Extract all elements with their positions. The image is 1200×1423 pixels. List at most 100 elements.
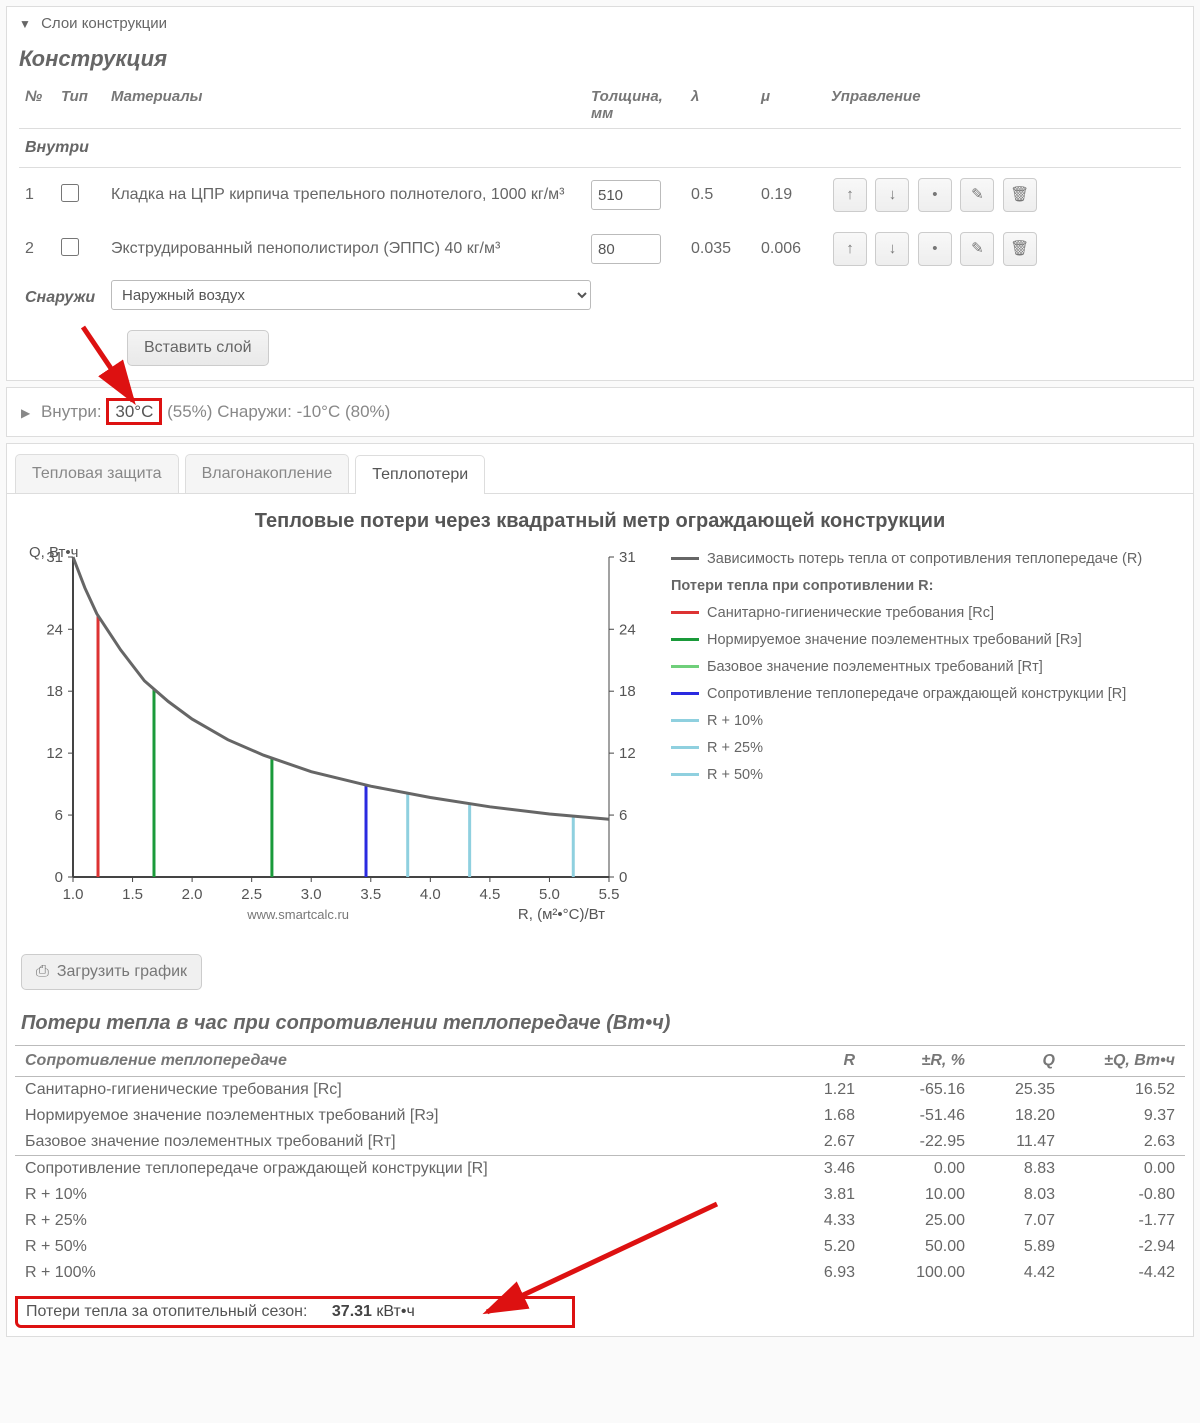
- svg-text:12: 12: [46, 745, 63, 762]
- results-table: Сопротивление теплопередаче R ±R, % Q ±Q…: [15, 1045, 1185, 1286]
- download-chart-button[interactable]: ⎙ Загрузить график: [21, 954, 202, 990]
- row-checkbox[interactable]: [61, 238, 79, 256]
- svg-text:18: 18: [46, 683, 63, 700]
- cell-dr: 10.00: [865, 1182, 975, 1208]
- legend-subheading: Потери тепла при сопротивлении R:: [671, 576, 1175, 597]
- results-row: Нормируемое значение поэлементных требов…: [15, 1103, 1185, 1129]
- tab-heat-loss[interactable]: Теплопотери: [355, 455, 485, 494]
- layers-panel: ▼ Слои конструкции Конструкция № Тип Мат…: [6, 6, 1194, 381]
- inside-label: Внутри: [19, 129, 1181, 168]
- results-row: R + 50%5.2050.005.89-2.94: [15, 1234, 1185, 1260]
- construction-heading: Конструкция: [7, 40, 1193, 82]
- col-dq: ±Q, Вт•ч: [1065, 1046, 1185, 1077]
- mark-button[interactable]: •: [918, 178, 952, 212]
- legend-label: Нормируемое значение поэлементных требов…: [707, 630, 1082, 651]
- move-down-button[interactable]: ↓: [875, 178, 909, 212]
- col-no: №: [19, 82, 55, 129]
- cell-dq: -4.42: [1065, 1260, 1185, 1286]
- row-no: 1: [19, 168, 55, 223]
- cell-dr: 50.00: [865, 1234, 975, 1260]
- svg-text:1.0: 1.0: [63, 886, 84, 903]
- cell-name: Базовое значение поэлементных требований…: [15, 1129, 775, 1156]
- move-up-button[interactable]: ↑: [833, 178, 867, 212]
- row-checkbox[interactable]: [61, 184, 79, 202]
- row-material: Экструдированный пенополистирол (ЭППС) 4…: [105, 222, 585, 276]
- svg-text:4.0: 4.0: [420, 886, 441, 903]
- layer-row: 1 Кладка на ЦПР кирпича трепельного полн…: [19, 168, 1181, 223]
- cell-dr: 100.00: [865, 1260, 975, 1286]
- outside-select[interactable]: Наружный воздух: [111, 280, 591, 310]
- svg-text:18: 18: [619, 683, 636, 700]
- cell-dr: 0.00: [865, 1156, 975, 1183]
- inside-humidity: (55%): [167, 402, 212, 421]
- delete-button[interactable]: 🗑: [1003, 178, 1037, 212]
- legend-swatch: [671, 665, 699, 668]
- thickness-input[interactable]: [591, 180, 661, 210]
- move-up-button[interactable]: ↑: [833, 232, 867, 266]
- insert-layer-button[interactable]: Вставить слой: [127, 330, 269, 366]
- row-lambda: 0.5: [685, 168, 755, 223]
- svg-text:5.0: 5.0: [539, 886, 560, 903]
- svg-text:31: 31: [619, 549, 636, 566]
- col-r: R: [775, 1046, 865, 1077]
- cell-r: 6.93: [775, 1260, 865, 1286]
- col-name: Сопротивление теплопередаче: [15, 1046, 775, 1077]
- cell-name: R + 50%: [15, 1234, 775, 1260]
- heat-loss-chart: Q, Вт•ч006612121818242431311.01.52.02.53…: [17, 543, 657, 933]
- tab-thermal-protection[interactable]: Тепловая защита: [15, 454, 179, 493]
- cell-name: Сопротивление теплопередаче ограждающей …: [15, 1156, 775, 1183]
- cell-dr: 25.00: [865, 1208, 975, 1234]
- svg-text:31: 31: [46, 549, 63, 566]
- season-label: Потери тепла за отопительный сезон:: [26, 1303, 307, 1320]
- col-dr: ±R, %: [865, 1046, 975, 1077]
- edit-button[interactable]: ✎: [960, 232, 994, 266]
- svg-text:R, (м²•°С)/Вт: R, (м²•°С)/Вт: [518, 906, 605, 923]
- layers-panel-title: Слои конструкции: [41, 15, 167, 32]
- row-no: 2: [19, 222, 55, 276]
- cell-q: 11.47: [975, 1129, 1065, 1156]
- svg-text:6: 6: [619, 807, 627, 824]
- cell-q: 18.20: [975, 1103, 1065, 1129]
- svg-text:0: 0: [619, 869, 627, 886]
- legend-label: Зависимость потерь тепла от сопротивлени…: [707, 549, 1142, 570]
- cell-q: 4.42: [975, 1260, 1065, 1286]
- edit-button[interactable]: ✎: [960, 178, 994, 212]
- row-lambda: 0.035: [685, 222, 755, 276]
- results-panel: Тепловая защита Влагонакопление Теплопот…: [6, 443, 1194, 1337]
- layers-panel-header[interactable]: ▼ Слои конструкции: [7, 7, 1193, 40]
- legend-label: Санитарно-гигиенические требования [Rс]: [707, 603, 994, 624]
- legend-swatch: [671, 557, 699, 560]
- results-row: Базовое значение поэлементных требований…: [15, 1129, 1185, 1156]
- caret-right-icon: ▶: [21, 406, 30, 420]
- legend-label: Сопротивление теплопередаче ограждающей …: [707, 684, 1126, 705]
- cell-q: 8.03: [975, 1182, 1065, 1208]
- cell-name: R + 100%: [15, 1260, 775, 1286]
- thickness-input[interactable]: [591, 234, 661, 264]
- mark-button[interactable]: •: [918, 232, 952, 266]
- cell-q: 7.07: [975, 1208, 1065, 1234]
- move-down-button[interactable]: ↓: [875, 232, 909, 266]
- cell-name: Нормируемое значение поэлементных требов…: [15, 1103, 775, 1129]
- cell-q: 25.35: [975, 1077, 1065, 1104]
- cell-dq: 9.37: [1065, 1103, 1185, 1129]
- col-mu: μ: [755, 82, 825, 129]
- row-mu: 0.006: [755, 222, 825, 276]
- download-icon: ⎙: [36, 963, 49, 981]
- svg-text:0: 0: [55, 869, 63, 886]
- environment-panel[interactable]: ▶ Внутри: 30°C (55%) Снаружи: -10°C (80%…: [6, 387, 1194, 437]
- cell-r: 1.68: [775, 1103, 865, 1129]
- chart-legend: Зависимость потерь тепла от сопротивлени…: [657, 543, 1183, 938]
- tab-bar: Тепловая защита Влагонакопление Теплопот…: [7, 444, 1193, 494]
- cell-r: 3.81: [775, 1182, 865, 1208]
- svg-text:3.5: 3.5: [360, 886, 381, 903]
- col-type: Тип: [55, 82, 105, 129]
- cell-dq: 2.63: [1065, 1129, 1185, 1156]
- tab-moisture[interactable]: Влагонакопление: [185, 454, 350, 493]
- svg-text:5.5: 5.5: [599, 886, 620, 903]
- legend-swatch: [671, 719, 699, 722]
- chart-area: Тепловые потери через квадратный метр ог…: [7, 494, 1193, 944]
- delete-button[interactable]: 🗑: [1003, 232, 1037, 266]
- legend-label: R + 10%: [707, 711, 763, 732]
- legend-label: R + 50%: [707, 765, 763, 786]
- cell-r: 1.21: [775, 1077, 865, 1104]
